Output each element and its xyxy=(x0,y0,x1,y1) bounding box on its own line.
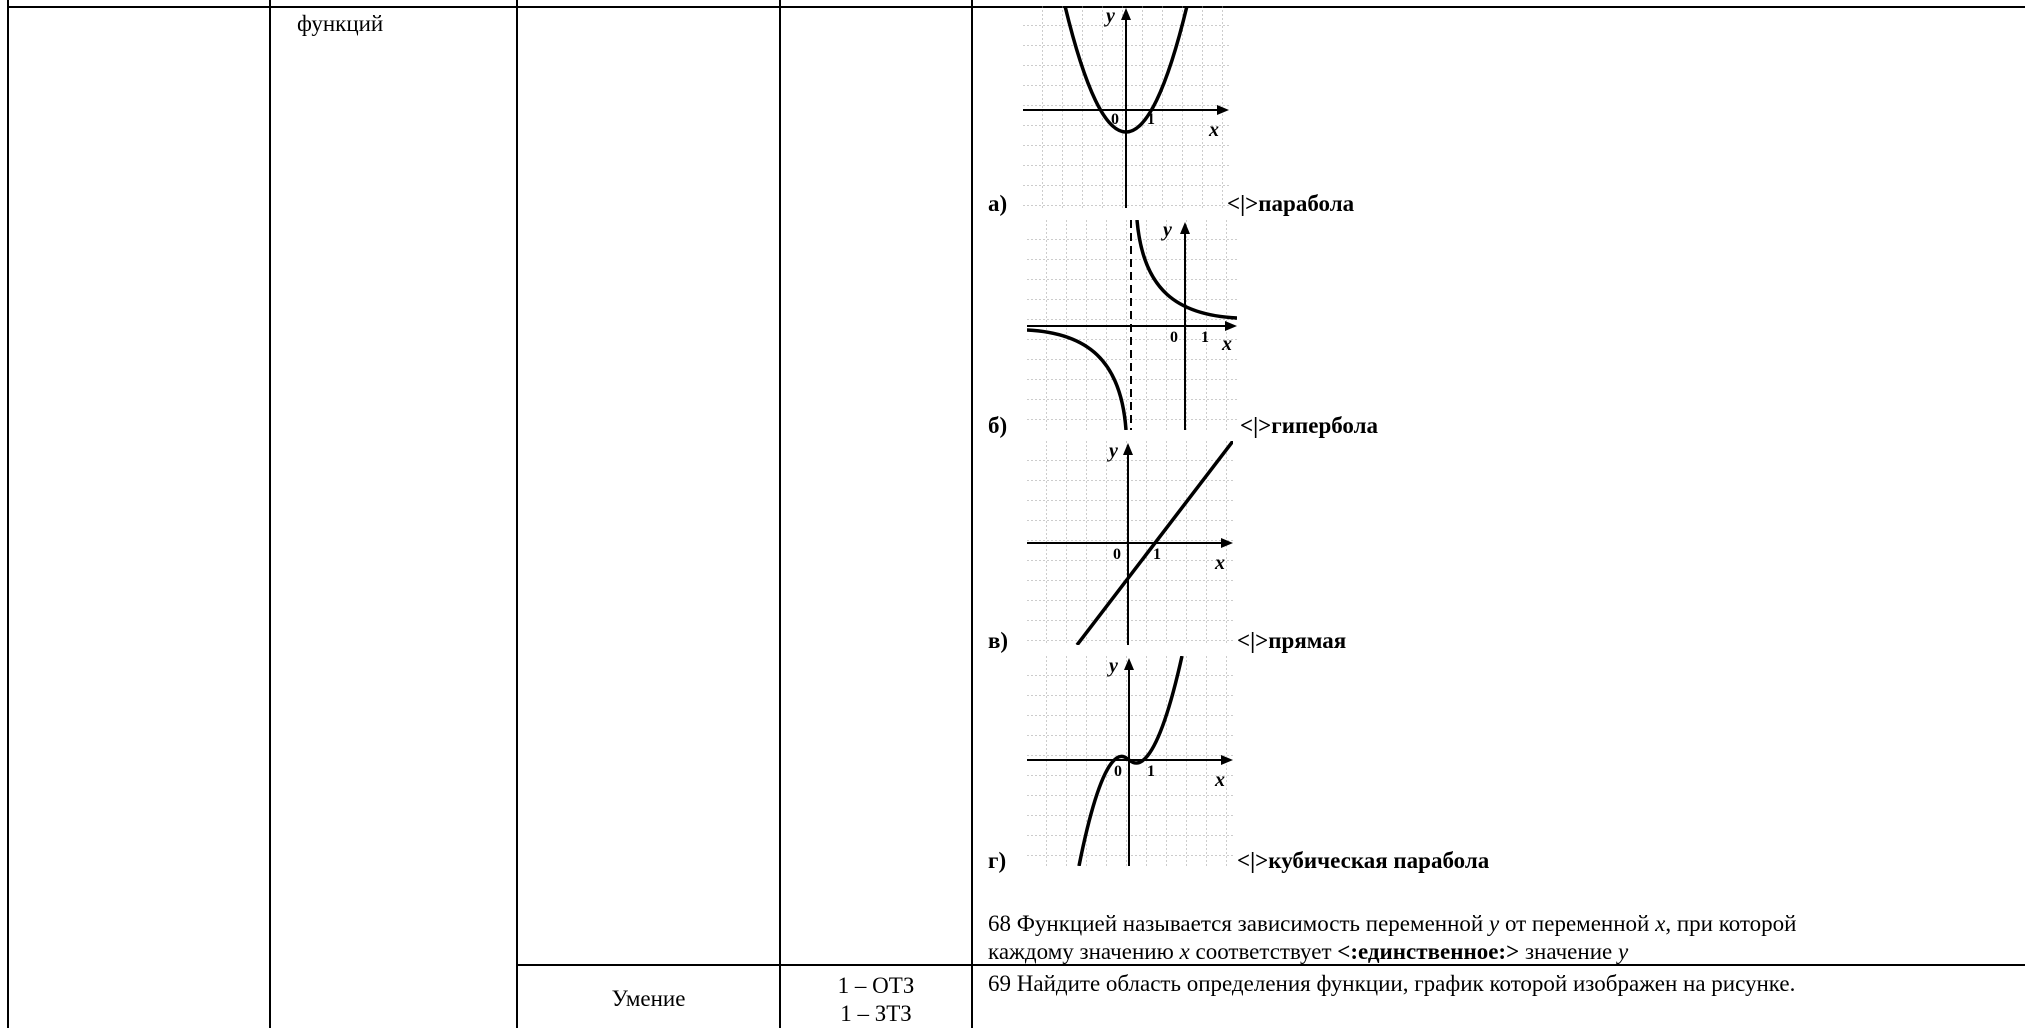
axis-zero-label: 0 xyxy=(1111,111,1119,128)
graph-line: y x 0 1 xyxy=(1027,441,1233,645)
table-border-top xyxy=(7,6,2025,8)
table-border-col3 xyxy=(779,0,781,1028)
skill-cell: Умение xyxy=(611,986,686,1011)
svg-text:0: 0 xyxy=(1114,763,1122,780)
option-d-answer: <|>кубическая парабола xyxy=(1237,847,1489,875)
svg-text:1: 1 xyxy=(1153,546,1161,563)
axis-x-label: x xyxy=(1208,119,1219,141)
table-border-col1 xyxy=(269,0,271,1028)
graph-hyperbola: y x 0 1 xyxy=(1027,220,1237,430)
svg-text:y: y xyxy=(1107,656,1118,677)
option-b-answer: <|>гипербола xyxy=(1240,412,1378,440)
table-border-col4 xyxy=(971,0,973,1028)
question-68-line2: каждому значению x соответствует <:единс… xyxy=(988,939,1629,964)
svg-text:x: x xyxy=(1214,552,1225,574)
option-b-text: гипербола xyxy=(1271,413,1379,438)
option-a-letter: а) xyxy=(988,191,1008,216)
svg-text:1: 1 xyxy=(1201,329,1209,346)
option-b-letter: б) xyxy=(988,413,1008,438)
option-a-text: парабола xyxy=(1258,191,1355,216)
question-69: 69 Найдите область определения функции, … xyxy=(988,971,1796,996)
option-d-letter: г) xyxy=(988,848,1007,873)
svg-text:0: 0 xyxy=(1170,329,1178,346)
level-cell-line1: 1 – ОТЗ xyxy=(837,973,915,998)
option-c-answer: <|>прямая xyxy=(1237,627,1346,655)
option-c-sep: <|> xyxy=(1237,628,1269,653)
svg-text:y: y xyxy=(1107,441,1118,462)
axis-one-label: 1 xyxy=(1147,111,1155,128)
option-c-text: прямая xyxy=(1268,628,1347,653)
option-d-sep: <|> xyxy=(1237,848,1269,873)
svg-text:0: 0 xyxy=(1113,546,1121,563)
table-border-col2 xyxy=(516,0,518,1028)
level-cell-line2: 1 – ЗТЗ xyxy=(840,1001,912,1026)
svg-text:x: x xyxy=(1221,333,1232,355)
graph-parabola: y x 0 1 xyxy=(1023,6,1229,208)
answer-blank: <:единственное:> xyxy=(1337,939,1520,964)
option-c-letter: в) xyxy=(988,628,1009,653)
axis-y-label: y xyxy=(1104,6,1115,27)
topic-cell-text: функций xyxy=(297,11,384,36)
option-d-text: кубическая парабола xyxy=(1268,848,1490,873)
table-border-left xyxy=(7,0,9,1028)
graph-cubic: y x 0 1 xyxy=(1027,656,1233,866)
svg-text:y: y xyxy=(1161,220,1172,241)
option-b-sep: <|> xyxy=(1240,413,1272,438)
svg-text:1: 1 xyxy=(1147,763,1155,780)
option-a-answer: <|>парабола xyxy=(1227,190,1354,218)
question-68-line1: 68 Функцией называется зависимость перем… xyxy=(988,911,1797,936)
option-a-sep: <|> xyxy=(1227,191,1259,216)
table-row-divider xyxy=(516,964,2025,966)
svg-text:x: x xyxy=(1214,769,1225,791)
